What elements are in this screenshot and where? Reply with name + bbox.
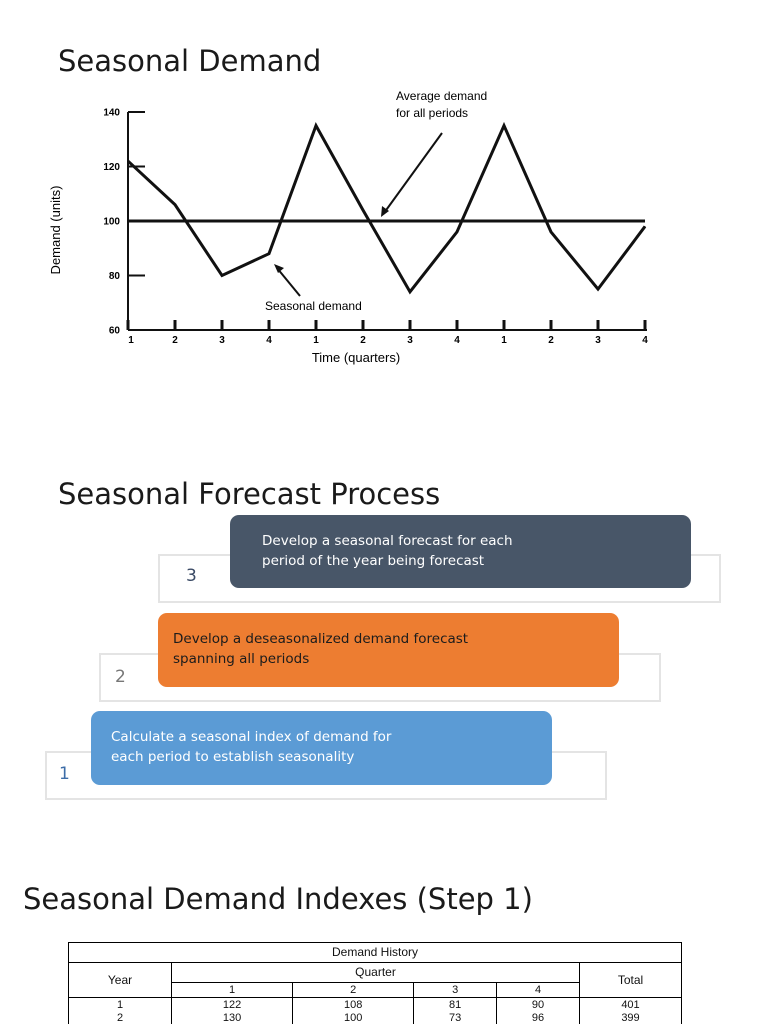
step-1-number: 1 — [59, 764, 70, 784]
step-3-text-line-2: period of the year being forecast — [262, 553, 485, 569]
step-1-box: Calculate a seasonal index of demand for… — [91, 711, 552, 785]
x-axis-label: Time (quarters) — [312, 350, 400, 365]
seasonal-point-6 — [409, 291, 411, 293]
x-tick-label-10: 3 — [595, 335, 601, 346]
table-caption: Demand History — [68, 942, 682, 963]
row-1-year: 1 — [68, 997, 172, 1011]
quarter-1-header: 1 — [170, 982, 294, 998]
total-header: Total — [579, 962, 682, 998]
row-1-q3: 81 — [413, 997, 498, 1011]
quarter-4-header: 4 — [496, 982, 580, 998]
y-tick-label-4: 140 — [103, 108, 120, 119]
y-tick-label-3: 120 — [103, 162, 120, 173]
step-1-text-line-1: Calculate a seasonal index of demand for — [111, 729, 392, 745]
row-1-total: 401 — [579, 997, 682, 1011]
seasonal-point-10 — [597, 288, 599, 290]
seasonal-point-4 — [315, 125, 317, 127]
step-1-text-line-2: each period to establish seasonality — [111, 749, 355, 765]
table-row: 2 130 100 73 96 399 — [68, 1011, 682, 1024]
x-tick-label-6: 3 — [407, 335, 413, 346]
chart-lines — [126, 121, 647, 295]
row-2-q4: 96 — [496, 1011, 580, 1024]
y-tick-label-2: 100 — [103, 217, 120, 228]
year-header: Year — [68, 962, 172, 998]
y-tick-label-0: 60 — [109, 326, 121, 337]
quarter-3-header: 3 — [413, 982, 498, 998]
annotation-average-line-2: for all periods — [396, 106, 468, 120]
x-tick-label-5: 2 — [360, 335, 366, 346]
seasonal-point-11 — [644, 225, 646, 227]
row-2-q2: 100 — [292, 1011, 415, 1024]
x-tick-label-3: 4 — [266, 335, 272, 346]
step-2-text-line-1: Develop a deseasonalized demand forecast — [173, 631, 469, 647]
x-tick-label-1: 2 — [172, 335, 178, 346]
annotation-seasonal-arrow — [276, 267, 301, 297]
x-tick-label-4: 1 — [313, 335, 319, 346]
y-axis-label: Demand (units) — [48, 186, 63, 275]
demand-history-table: Demand History Year Quarter Total 1 2 3 … — [68, 942, 682, 1024]
x-tick-label-9: 2 — [548, 335, 554, 346]
row-2-total: 399 — [579, 1011, 682, 1024]
row-1-q4: 90 — [496, 997, 580, 1011]
row-1-q1: 122 — [170, 997, 294, 1011]
y-tick-label-1: 80 — [109, 271, 121, 282]
x-tick-label-2: 3 — [219, 335, 225, 346]
row-2-year: 2 — [68, 1011, 172, 1024]
seasonal-demand-line — [126, 121, 647, 295]
step-3-box: Develop a seasonal forecast for each per… — [230, 515, 691, 588]
seasonal-point-5 — [362, 209, 364, 211]
quarter-header: Quarter — [171, 962, 580, 983]
row-1-q2: 108 — [292, 997, 415, 1011]
seasonal-point-7 — [456, 231, 458, 233]
x-tick-label-11: 4 — [642, 335, 648, 346]
x-tick-label-8: 1 — [501, 335, 507, 346]
seasonal-point-2 — [221, 275, 223, 276]
section-title-forecast-process: Seasonal Forecast Process — [58, 477, 441, 511]
annotation-seasonal-arrowhead — [274, 264, 284, 273]
row-2-q3: 73 — [413, 1011, 498, 1024]
seasonal-point-1 — [174, 204, 176, 206]
seasonal-point-3 — [268, 253, 270, 255]
seasonal-point-0 — [127, 160, 129, 162]
seasonal-point-9 — [550, 231, 552, 233]
table-row: 1 122 108 81 90 401 — [68, 997, 682, 1011]
seasonal-point-8 — [503, 125, 505, 127]
annotation-average-line-1: Average demand — [396, 89, 487, 103]
x-tick-label-7: 4 — [454, 335, 460, 346]
annotation-average-arrowhead — [381, 206, 389, 217]
step-3-number: 3 — [186, 566, 197, 586]
row-2-q1: 130 — [170, 1011, 294, 1024]
step-2-box: Develop a deseasonalized demand forecast… — [158, 613, 619, 687]
x-tick-label-0: 1 — [128, 335, 134, 346]
section-title-seasonal-demand: Seasonal Demand — [58, 44, 322, 78]
step-3-text-line-1: Develop a seasonal forecast for each — [262, 533, 513, 549]
annotation-average-arrow — [383, 132, 443, 214]
section-title-demand-indexes: Seasonal Demand Indexes (Step 1) — [23, 882, 533, 916]
step-2-text-line-2: spanning all periods — [173, 651, 310, 667]
quarter-2-header: 2 — [292, 982, 415, 998]
seasonal-demand-chart: 60 80 100 120 140 1 2 3 4 1 2 3 4 1 2 3 4 Demand (units)… — [48, 89, 648, 365]
chart-ticks: 60 80 100 120 140 1 2 3 4 1 2 3 4 1 2 3 4 — [103, 108, 648, 347]
step-2-number: 2 — [115, 667, 126, 687]
annotation-seasonal: Seasonal demand — [265, 299, 362, 313]
